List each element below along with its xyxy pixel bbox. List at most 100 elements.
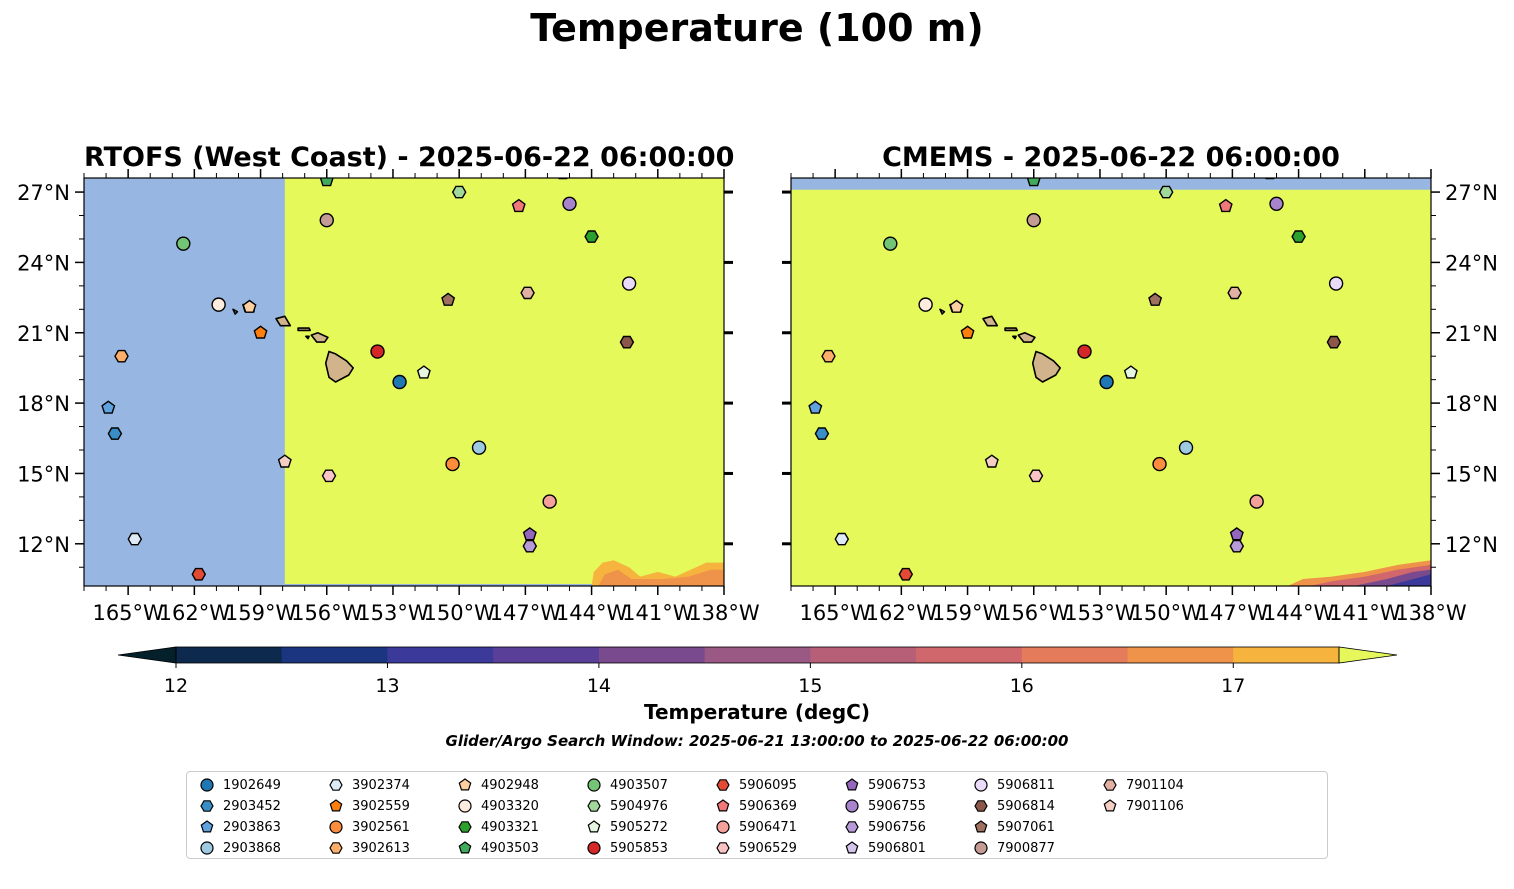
island: [982, 315, 999, 327]
island: [1031, 350, 1061, 383]
colorbar-bin: [176, 647, 283, 663]
no-data-strip: [791, 178, 1431, 190]
legend-marker-icon: [716, 799, 730, 812]
x-tick-label: 159°W: [932, 601, 1004, 625]
legend-item-3902559: 3902559: [328, 796, 410, 816]
legend-marker-icon: [200, 841, 214, 855]
float-5906095: [898, 567, 914, 581]
legend-item-1902649: 1902649: [199, 775, 281, 795]
legend-label: 5906755: [868, 798, 926, 814]
float-3902559: [960, 325, 975, 339]
legend-label: 4903507: [610, 777, 668, 793]
x-tick-label: 150°W: [1130, 601, 1202, 625]
legend-marker-icon: [329, 842, 343, 854]
float-7901104: [520, 286, 535, 300]
y-tick-label: 18°N: [1445, 392, 1498, 416]
x-tick-label: 156°W: [291, 601, 363, 625]
x-tick-label: 144°W: [1263, 601, 1335, 625]
legend-item-5904976: 5904976: [586, 796, 668, 816]
x-tick-label: 165°W: [92, 601, 164, 625]
legend-label: 5905853: [610, 840, 668, 856]
legend-marker-icon: [716, 820, 730, 834]
legend-marker-icon: [587, 841, 601, 855]
legend-item-5906753: 5906753: [844, 775, 926, 795]
map-frame: [83, 177, 725, 587]
legend-marker-icon: [200, 820, 214, 833]
x-tick-label: 144°W: [556, 601, 628, 625]
legend-label: 5906471: [739, 819, 797, 835]
legend-label: 2903863: [223, 819, 281, 835]
colorbar-outline: [175, 646, 1340, 664]
legend-marker-icon: [1103, 779, 1117, 791]
float-5906471: [542, 494, 557, 509]
cool-water-layer: [1386, 574, 1431, 586]
island: [310, 332, 329, 343]
float-5904976: [451, 185, 467, 199]
float-5906369: [1218, 198, 1233, 213]
legend-marker-icon: [974, 820, 988, 833]
colorbar-tick-label: 12: [164, 675, 188, 697]
colorbar-tick-label: 17: [1221, 675, 1245, 697]
island: [939, 308, 946, 315]
float-4902948: [242, 299, 257, 313]
y-tick-label: 18°N: [17, 392, 70, 416]
legend-item-3902561: 3902561: [328, 817, 410, 837]
island: [275, 315, 292, 327]
float-7901106: [277, 454, 292, 468]
legend-label: 5907061: [997, 819, 1055, 835]
float-5906801: [1265, 178, 1275, 180]
float-4903507: [176, 236, 191, 251]
legend-item-2903452: 2903452: [199, 796, 281, 816]
x-tick-label: 141°W: [1329, 601, 1401, 625]
x-tick-label: 153°W: [357, 601, 429, 625]
float-3902561: [1152, 456, 1167, 472]
float-5906753: [1229, 527, 1244, 541]
legend-marker-icon: [716, 779, 730, 791]
y-tick-label: 12°N: [17, 533, 70, 557]
x-tick-label: 162°W: [159, 601, 231, 625]
legend-marker-icon: [974, 778, 988, 792]
float-5905853: [370, 344, 385, 359]
x-tick-label: 147°W: [490, 601, 562, 625]
float-7900877: [319, 213, 334, 228]
x-tick-label: 138°W: [688, 601, 760, 625]
cmems-map-panel: 165°W162°W159°W156°W153°W150°W147°W144°W…: [782, 169, 1498, 625]
x-tick-label: 156°W: [998, 601, 1070, 625]
colorbar-min-extend: [117, 646, 177, 664]
search-window-caption: Glider/Argo Search Window: 2025-06-21 13…: [445, 732, 1069, 750]
y-tick-label: 15°N: [17, 462, 70, 486]
float-4903503: [319, 178, 334, 187]
colorbar-bin: [387, 647, 494, 663]
legend-marker-icon: [845, 778, 859, 791]
legend-item-7901104: 7901104: [1102, 775, 1184, 795]
legend-marker-icon: [200, 778, 214, 792]
x-tick-label: 150°W: [423, 601, 495, 625]
legend-item-4903321: 4903321: [457, 817, 539, 837]
x-tick-label: 141°W: [622, 601, 694, 625]
y-tick-label: 27°N: [17, 181, 70, 205]
float-5906801: [558, 178, 568, 180]
island: [297, 327, 311, 332]
y-tick-label: 24°N: [17, 251, 70, 275]
colorbar-max-extend: [1338, 646, 1398, 664]
float-5904976: [1158, 185, 1174, 199]
figure-title: Temperature (100 m): [530, 6, 984, 50]
legend-marker-icon: [587, 800, 601, 812]
float-5907061: [1148, 292, 1163, 306]
legend-label: 7901104: [1126, 777, 1184, 793]
legend-label: 5906814: [997, 798, 1055, 814]
legend-item-5906814: 5906814: [973, 796, 1055, 816]
float-2903452: [107, 427, 123, 440]
float-3902613: [821, 349, 836, 363]
legend-label: 7900877: [997, 840, 1055, 856]
legend-label: 1902649: [223, 777, 281, 793]
legend-label: 2903868: [223, 840, 281, 856]
legend-label: 3902613: [352, 840, 410, 856]
island: [1004, 327, 1018, 332]
legend-label: 7901106: [1126, 798, 1184, 814]
legend-label: 4903320: [481, 798, 539, 814]
legend-marker-icon: [974, 800, 988, 812]
legend-item-5905853: 5905853: [586, 838, 668, 858]
legend-item-7900877: 7900877: [973, 838, 1055, 858]
legend-marker-icon: [587, 820, 601, 833]
